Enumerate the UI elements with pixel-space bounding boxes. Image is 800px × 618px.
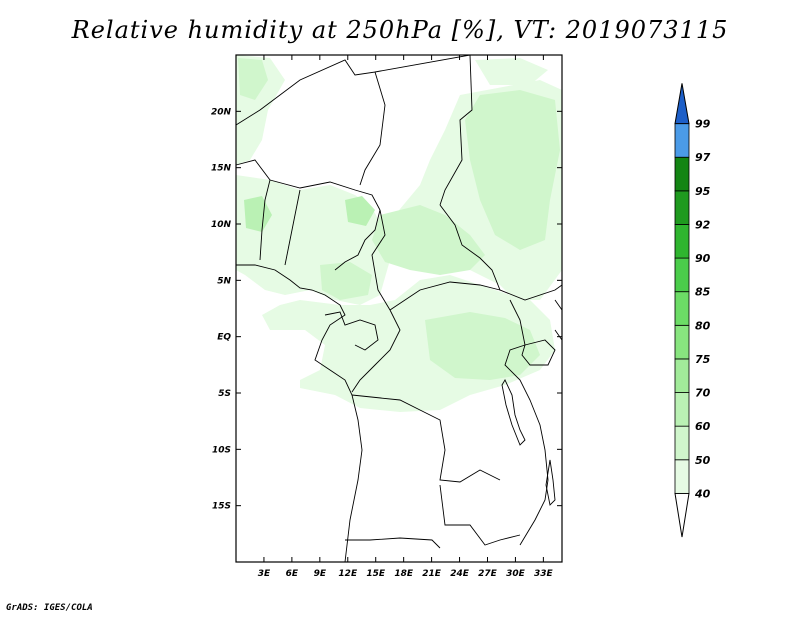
humidity-core-5 bbox=[320, 262, 372, 300]
colorbar-label: 50 bbox=[695, 454, 711, 467]
lon-tick-label: 9E bbox=[314, 569, 327, 579]
lat-tick-label: 10S bbox=[212, 445, 231, 455]
chart-title: Relative humidity at 250hPa [%], VT: 201… bbox=[71, 16, 729, 44]
lake-tanganyika bbox=[501, 379, 526, 446]
humidity-core-2 bbox=[465, 90, 560, 250]
border-mali-algeria bbox=[235, 59, 386, 186]
border-angola-zambia bbox=[439, 484, 521, 546]
colorbar-label: 90 bbox=[695, 252, 711, 265]
colorbar-label: 97 bbox=[695, 151, 711, 164]
colorbar-box bbox=[674, 190, 690, 225]
lon-tick-label: 18E bbox=[394, 569, 414, 579]
lat-tick-label: 15N bbox=[211, 164, 232, 174]
colorbar-label: 99 bbox=[695, 118, 711, 131]
lon-tick-label: 27E bbox=[478, 569, 498, 579]
grads-credit: GrADS: IGES/COLA bbox=[6, 603, 93, 613]
border-niger-nigeria bbox=[269, 179, 381, 211]
lon-tick-label: 30E bbox=[506, 569, 526, 579]
colorbar-box bbox=[674, 156, 690, 192]
lon-tick-label: 24E bbox=[450, 569, 470, 579]
lat-tick-label: 10N bbox=[211, 220, 232, 230]
border-angola-namibia bbox=[345, 537, 441, 549]
colorbar-label: 80 bbox=[695, 319, 711, 332]
lon-tick-label: 33E bbox=[534, 569, 554, 579]
colorbar: 40 50 60 70 75 80 85 90 92 95 97 99 bbox=[674, 83, 711, 538]
colorbar-box bbox=[674, 425, 690, 461]
border-west-africa-1 bbox=[235, 159, 271, 261]
colorbar-label: 85 bbox=[695, 286, 711, 299]
humidity-core-7 bbox=[345, 196, 375, 226]
lat-tick-label: 20N bbox=[211, 107, 232, 117]
border-nigeria-cameroon bbox=[334, 209, 381, 271]
border-west-africa-2 bbox=[284, 189, 301, 266]
humidity-core-6 bbox=[244, 196, 272, 232]
lake-malawi bbox=[545, 459, 556, 506]
humidity-core-4 bbox=[238, 58, 268, 100]
humidity-area-top-right bbox=[475, 58, 548, 85]
border-car-drc bbox=[389, 281, 501, 311]
colorbar-arrow-low bbox=[674, 492, 690, 538]
colorbar-label: 92 bbox=[695, 218, 711, 231]
colorbar-box bbox=[674, 224, 690, 259]
colorbar-box bbox=[674, 392, 690, 427]
country-boundaries bbox=[235, 54, 563, 563]
coastline-gulf-of-guinea bbox=[236, 264, 363, 563]
lon-tick-label: 15E bbox=[366, 569, 386, 579]
colorbar-box bbox=[674, 358, 690, 393]
coastline-east-1 bbox=[554, 299, 563, 341]
border-cameroon-car bbox=[371, 209, 391, 311]
colorbar-box bbox=[674, 324, 690, 360]
humidity-core-1 bbox=[372, 205, 485, 275]
lon-tick-label: 21E bbox=[422, 569, 442, 579]
border-congo-drc bbox=[351, 309, 401, 393]
colorbar-arrow-high bbox=[674, 83, 690, 125]
lon-tick-label: 12E bbox=[338, 569, 358, 579]
colorbar-label: 40 bbox=[694, 487, 711, 500]
colorbar-box bbox=[674, 123, 690, 158]
colorbar-box bbox=[674, 459, 690, 494]
border-chad-sudan bbox=[439, 204, 563, 301]
lat-tick-label: 15S bbox=[212, 502, 231, 512]
lake-victoria bbox=[521, 339, 556, 366]
map-axes: 3E 6E 9E 12E 15E 18E 21E 24E 27E 30E 33E 20N 15N 10N 5… bbox=[211, 54, 563, 579]
humidity-core-3 bbox=[425, 312, 540, 380]
lat-tick-label: EQ bbox=[217, 333, 231, 343]
colorbar-label: 60 bbox=[695, 420, 711, 433]
colorbar-box bbox=[674, 291, 690, 326]
lat-tick-label: 5N bbox=[217, 276, 231, 286]
colorbar-label: 70 bbox=[695, 387, 711, 400]
map-frame bbox=[235, 54, 563, 563]
border-drc-angola bbox=[351, 394, 501, 483]
lat-tick-label: 5S bbox=[218, 389, 231, 399]
colorbar-label: 75 bbox=[695, 353, 711, 366]
colorbar-box bbox=[674, 257, 690, 293]
lon-tick-label: 6E bbox=[286, 569, 299, 579]
humidity-field bbox=[236, 55, 562, 412]
lon-tick-label: 3E bbox=[258, 569, 271, 579]
colorbar-label: 95 bbox=[695, 185, 711, 198]
border-gabon bbox=[324, 311, 379, 351]
